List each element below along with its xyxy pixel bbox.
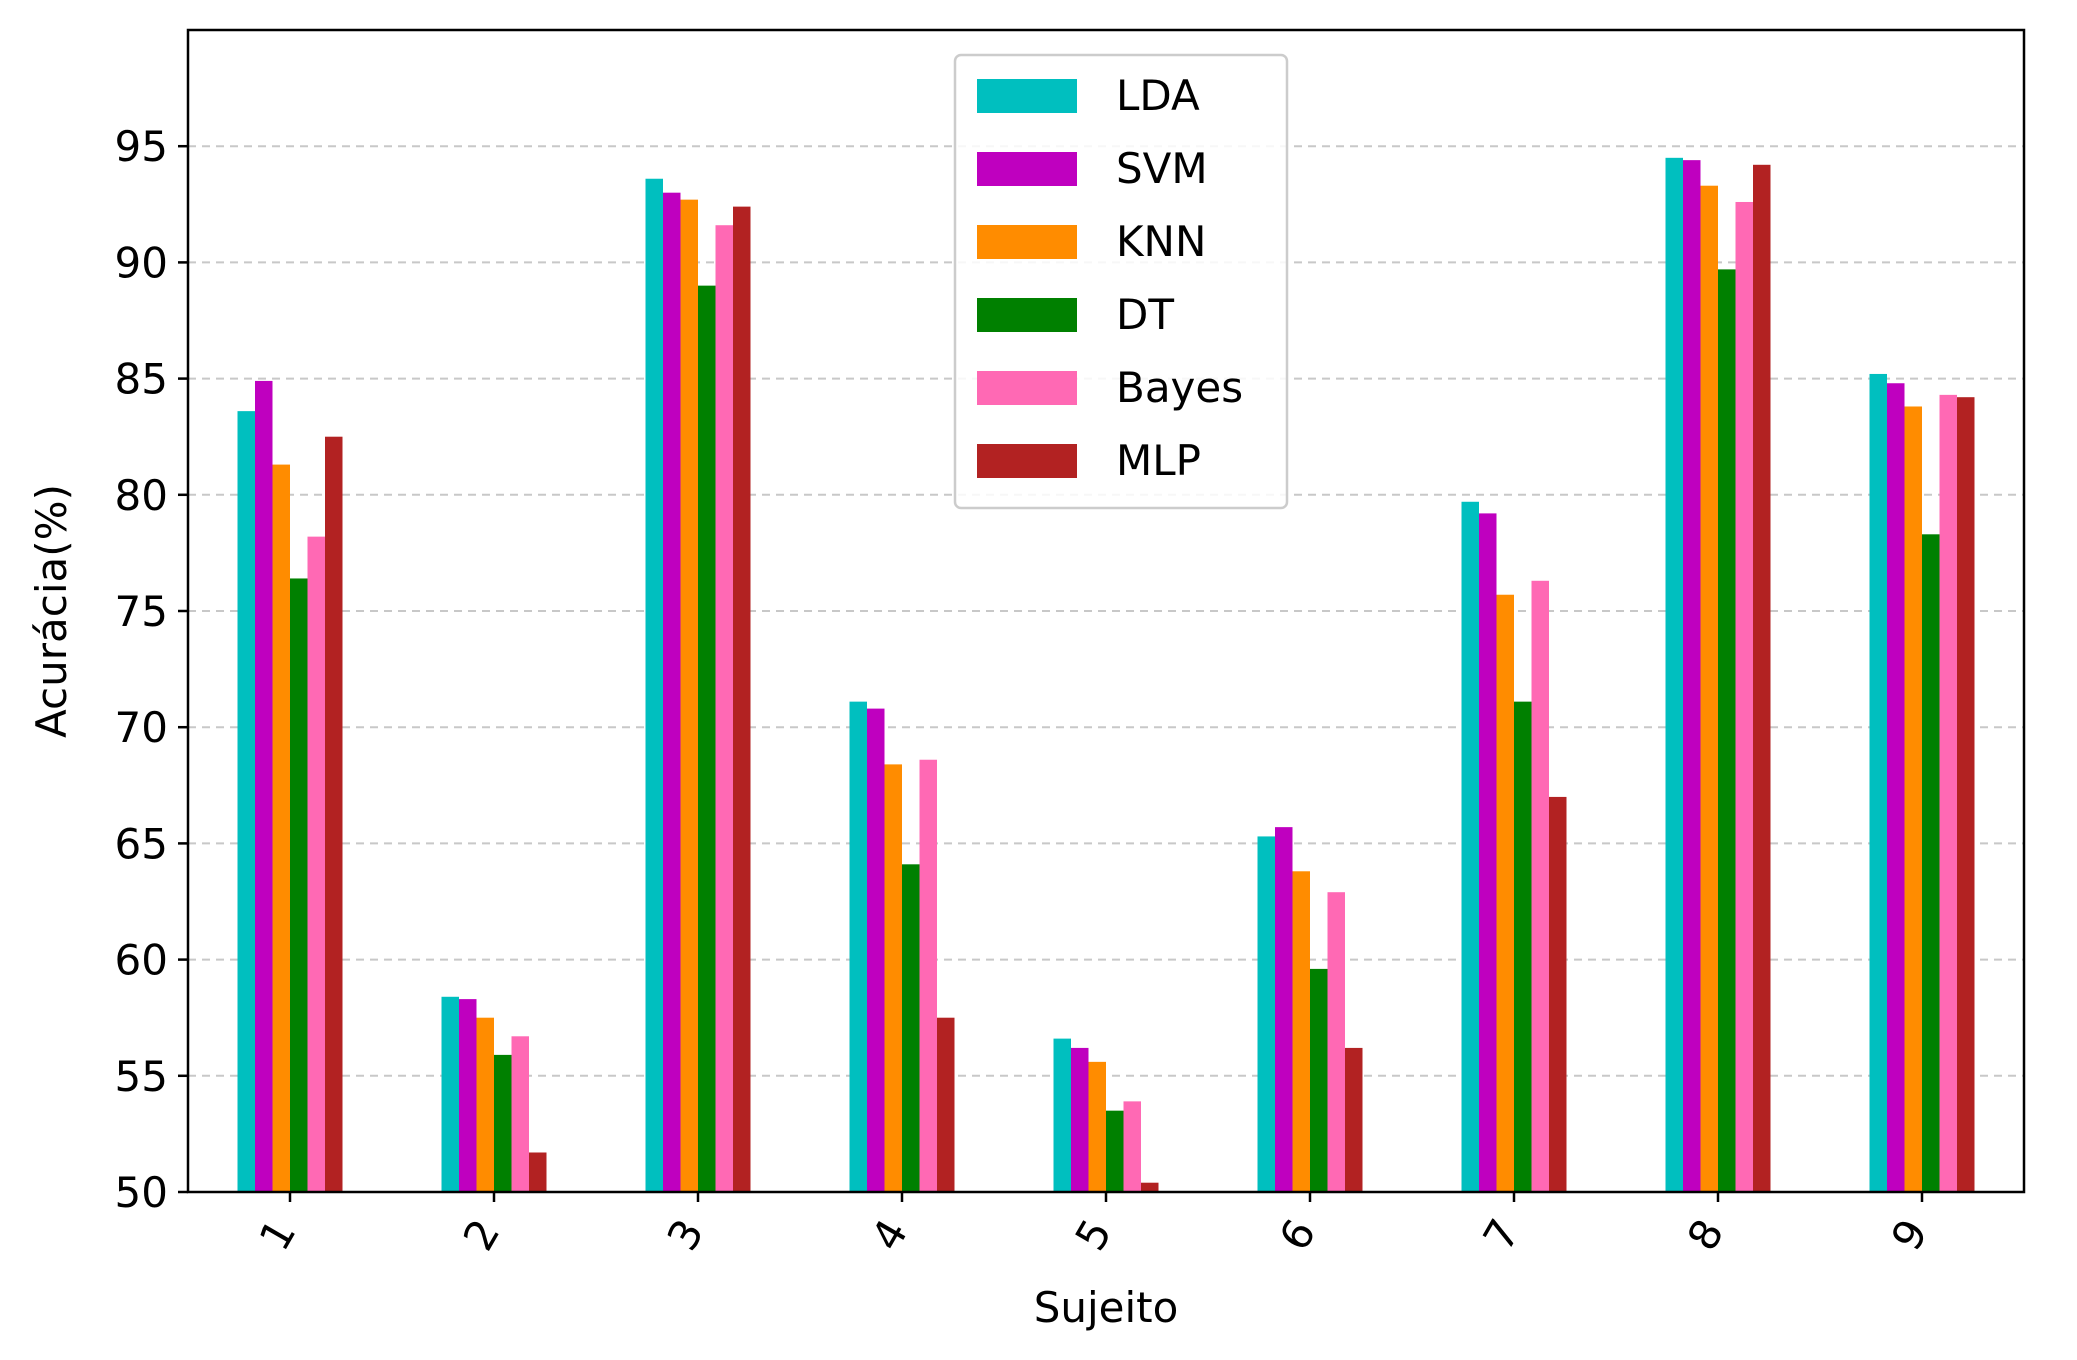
bar-mlp-2 [529,1152,547,1192]
legend-label-svm: SVM [1116,144,1208,193]
bar-dt-2 [494,1054,512,1192]
legend-label-bayes: Bayes [1116,363,1243,412]
legend-label-knn: KNN [1116,217,1206,266]
legend-label-dt: DT [1116,290,1174,339]
bar-svm-3 [663,192,681,1192]
y-axis-ticks: 50 55 60 65 70 75 80 85 90 95 [115,122,188,1217]
y-tick-label: 60 [115,936,168,985]
bar-dt-1 [290,578,308,1192]
y-tick-label: 75 [115,587,168,636]
bar-lda-6 [1257,836,1275,1192]
bar-svm-8 [1683,160,1701,1192]
legend-swatch-knn [977,225,1077,259]
bar-mlp-6 [1345,1047,1363,1192]
bar-bayes-2 [511,1036,529,1192]
bar-svm-6 [1275,827,1293,1192]
bar-bayes-3 [715,225,733,1192]
bar-lda-8 [1665,157,1683,1192]
bar-lda-3 [645,178,663,1193]
bar-knn-3 [680,199,698,1193]
y-tick-label: 65 [115,819,168,868]
bar-dt-8 [1718,269,1736,1192]
legend-swatch-dt [977,298,1077,332]
bar-knn-2 [476,1017,494,1192]
bar-svm-4 [867,708,885,1192]
bar-mlp-1 [325,436,343,1192]
legend-swatch-svm [977,152,1077,186]
bar-bayes-7 [1531,580,1549,1192]
bar-mlp-5 [1141,1182,1159,1192]
y-tick-label: 90 [115,238,168,287]
bar-dt-9 [1922,534,1940,1192]
bar-mlp-4 [937,1017,955,1192]
bar-svm-9 [1887,383,1905,1192]
legend-label-mlp: MLP [1116,436,1201,485]
y-tick-label: 80 [115,471,168,520]
legend: LDA SVM KNN DT Bayes MLP [953,53,1289,510]
bar-svm-5 [1071,1047,1089,1192]
bar-dt-6 [1310,968,1328,1192]
bar-mlp-3 [733,206,751,1192]
bar-knn-6 [1292,871,1310,1192]
y-tick-label: 95 [115,122,168,171]
bar-knn-1 [272,464,290,1192]
y-tick-label: 70 [115,703,168,752]
legend-swatch-lda [977,79,1077,113]
bar-knn-7 [1496,594,1514,1192]
bar-lda-5 [1053,1038,1071,1192]
bar-bayes-4 [919,759,937,1192]
bar-bayes-8 [1735,201,1753,1192]
legend-label-lda: LDA [1116,71,1200,120]
bar-lda-1 [237,411,255,1192]
bar-dt-3 [698,285,716,1192]
bar-knn-8 [1700,185,1718,1192]
y-tick-label: 50 [115,1168,168,1217]
bar-dt-4 [902,864,920,1192]
bar-mlp-7 [1549,796,1567,1192]
bar-svm-2 [459,999,477,1192]
bar-knn-9 [1904,406,1922,1192]
bar-svm-7 [1479,513,1497,1192]
bar-mlp-8 [1753,164,1771,1193]
bar-mlp-9 [1957,397,1975,1192]
bar-dt-5 [1106,1110,1124,1192]
legend-swatch-mlp [977,444,1077,478]
bar-lda-2 [441,996,459,1192]
bar-dt-7 [1514,701,1532,1192]
bar-bayes-5 [1123,1101,1141,1192]
y-tick-label: 55 [115,1052,168,1101]
bar-svm-1 [255,380,273,1192]
bar-lda-4 [849,701,867,1192]
bar-lda-9 [1869,373,1887,1192]
bar-knn-4 [884,764,902,1192]
bar-bayes-6 [1327,892,1345,1192]
bar-knn-5 [1088,1061,1106,1192]
bars [237,157,1975,1193]
x-axis-label: Sujeito [1034,1283,1179,1332]
bar-bayes-1 [307,536,325,1192]
legend-swatch-bayes [977,371,1077,405]
y-tick-label: 85 [115,355,168,404]
bar-bayes-9 [1939,394,1957,1192]
bar-lda-7 [1461,501,1479,1193]
y-axis-label: Acurácia(%) [27,484,76,738]
